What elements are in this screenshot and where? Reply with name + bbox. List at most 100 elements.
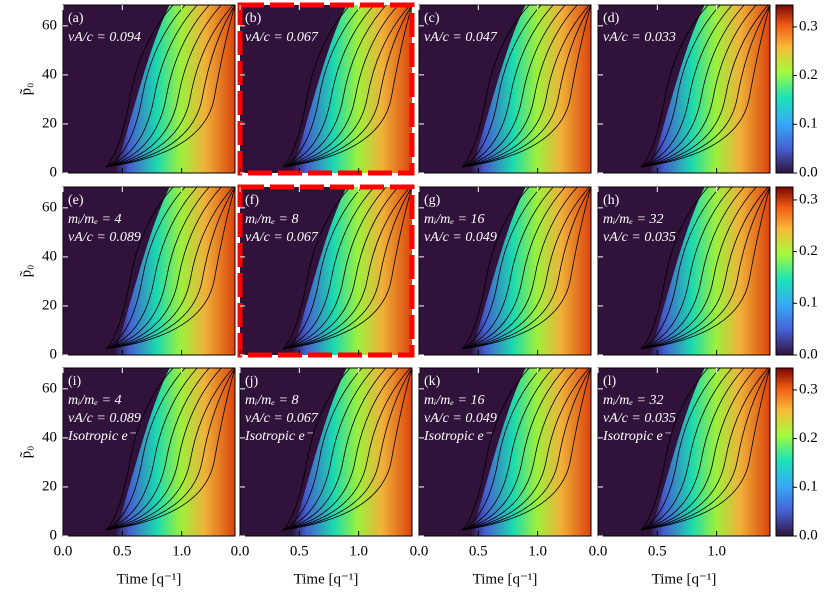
y-tick-label: 0 [50, 527, 58, 543]
contour-line [282, 367, 387, 531]
panel-frame [418, 367, 592, 537]
y-tick-label: 60 [42, 199, 57, 215]
contour-line [105, 4, 236, 168]
panel-label: (j) [245, 374, 259, 389]
contour-line [282, 4, 387, 168]
x-tick-label: 0.0 [54, 543, 73, 559]
contour-line [105, 367, 234, 531]
panel: 0.0 0.5 1.0 Time [q⁻¹] (l) mᵢ/mₑ = 32 vA/c = 0… [589, 367, 818, 587]
y-tick-label: 40 [42, 429, 57, 445]
contour-line [282, 4, 413, 168]
contour-line [461, 4, 578, 168]
contour-line [640, 4, 709, 168]
x-axis-label: Time [q⁻¹] [294, 571, 359, 587]
contour-line [461, 4, 554, 168]
panel-frame [62, 367, 236, 537]
panel-annotation: mᵢ/mₑ = 8 [245, 393, 298, 408]
contour-line [640, 186, 709, 350]
panel-label: (a) [68, 11, 84, 26]
contour-line [105, 4, 174, 168]
panel-annotation: vA/c = 0.067 [245, 411, 319, 426]
contour-line [461, 367, 542, 531]
contour-line [105, 186, 236, 350]
y-axis-label: p̃₀ [18, 265, 34, 278]
contour-line [461, 186, 554, 350]
colorbar [775, 367, 794, 537]
contour-line [282, 4, 411, 168]
x-tick-label: 0.0 [231, 543, 250, 559]
contour-line [105, 4, 186, 168]
panel-frame [597, 367, 771, 537]
panel-annotation: vA/c = 0.047 [424, 30, 498, 45]
contour-line [461, 367, 592, 531]
contour-line [640, 367, 733, 531]
panel-annotation: Isotropic e⁻ [67, 429, 137, 444]
colorbar-tick-label: 0.3 [799, 381, 818, 397]
panel-annotation: vA/c = 0.067 [245, 230, 319, 245]
contour-line [461, 186, 566, 350]
contour-line [461, 4, 566, 168]
contour-line [105, 367, 174, 531]
contour-line [105, 367, 236, 531]
contour-line [282, 4, 351, 168]
panel-annotation: vA/c = 0.067 [245, 30, 319, 45]
panel-annotation: mᵢ/mₑ = 8 [245, 212, 298, 227]
contour-line [105, 367, 222, 531]
panel: 0.0 0.5 1.0 Time [q⁻¹] (j) mᵢ/mₑ = 8 vA/c = 0.… [231, 367, 413, 587]
contour-line [282, 4, 363, 168]
contour-line [282, 367, 413, 531]
y-tick-label: 40 [42, 66, 57, 82]
panel-annotation: vA/c = 0.033 [603, 30, 676, 45]
x-axis-label: Time [q⁻¹] [652, 571, 717, 587]
colorbar-tick-label: 0.3 [799, 18, 818, 34]
contour-line [640, 186, 757, 350]
contour-line [105, 186, 174, 350]
panel-label: (c) [424, 11, 440, 26]
contour-line [461, 367, 592, 531]
heatmap-field [649, 187, 770, 355]
contour-line [105, 4, 198, 168]
contour-line [105, 367, 186, 531]
contour-line [105, 367, 236, 531]
contour-line [640, 186, 721, 350]
panel: (h) mᵢ/mₑ = 32 vA/c = 0.035 0.0 0.1 0.2 0.3 [597, 186, 818, 362]
contour-line [105, 4, 234, 168]
contour-line [461, 186, 590, 350]
x-axis-label: Time [q⁻¹] [473, 571, 538, 587]
contour-line [282, 4, 399, 168]
contour-line [461, 186, 530, 350]
x-tick-label: 1.0 [707, 543, 726, 559]
contour-line [282, 367, 411, 531]
panel-frame [418, 186, 592, 356]
contour-line [105, 4, 210, 168]
panel-annotation: vA/c = 0.035 [603, 230, 676, 245]
panel-annotation: vA/c = 0.035 [603, 411, 676, 426]
panel-annotation: vA/c = 0.049 [424, 411, 497, 426]
heatmap-field [291, 187, 412, 355]
heatmap-field [649, 368, 770, 536]
contour-line [282, 186, 387, 350]
contour-line [640, 367, 721, 531]
x-tick-label: 1.0 [172, 543, 191, 559]
heatmap-field [114, 5, 235, 173]
contour-line [282, 4, 413, 168]
panel: 0 20 40 60 p̃₀ (a) vA/c = 0.094 [18, 4, 236, 180]
contour-line [461, 186, 592, 350]
contour-line [282, 367, 413, 531]
contour-line [640, 4, 771, 168]
panel-label: (l) [603, 374, 617, 389]
colorbar [775, 186, 794, 356]
panel-annotation: Isotropic e⁻ [244, 429, 314, 444]
contour-line [461, 186, 578, 350]
y-axis-label: p̃₀ [18, 83, 34, 96]
contour-line [282, 367, 375, 531]
contour-line [105, 367, 210, 531]
contour-line [461, 4, 592, 168]
contour-line [640, 367, 757, 531]
panel-frame [237, 184, 415, 358]
x-tick-label: 0.5 [469, 543, 488, 559]
y-tick-label: 20 [42, 297, 57, 313]
heatmap-field [470, 368, 591, 536]
heatmap-field [470, 5, 591, 173]
contour-line [640, 4, 757, 168]
